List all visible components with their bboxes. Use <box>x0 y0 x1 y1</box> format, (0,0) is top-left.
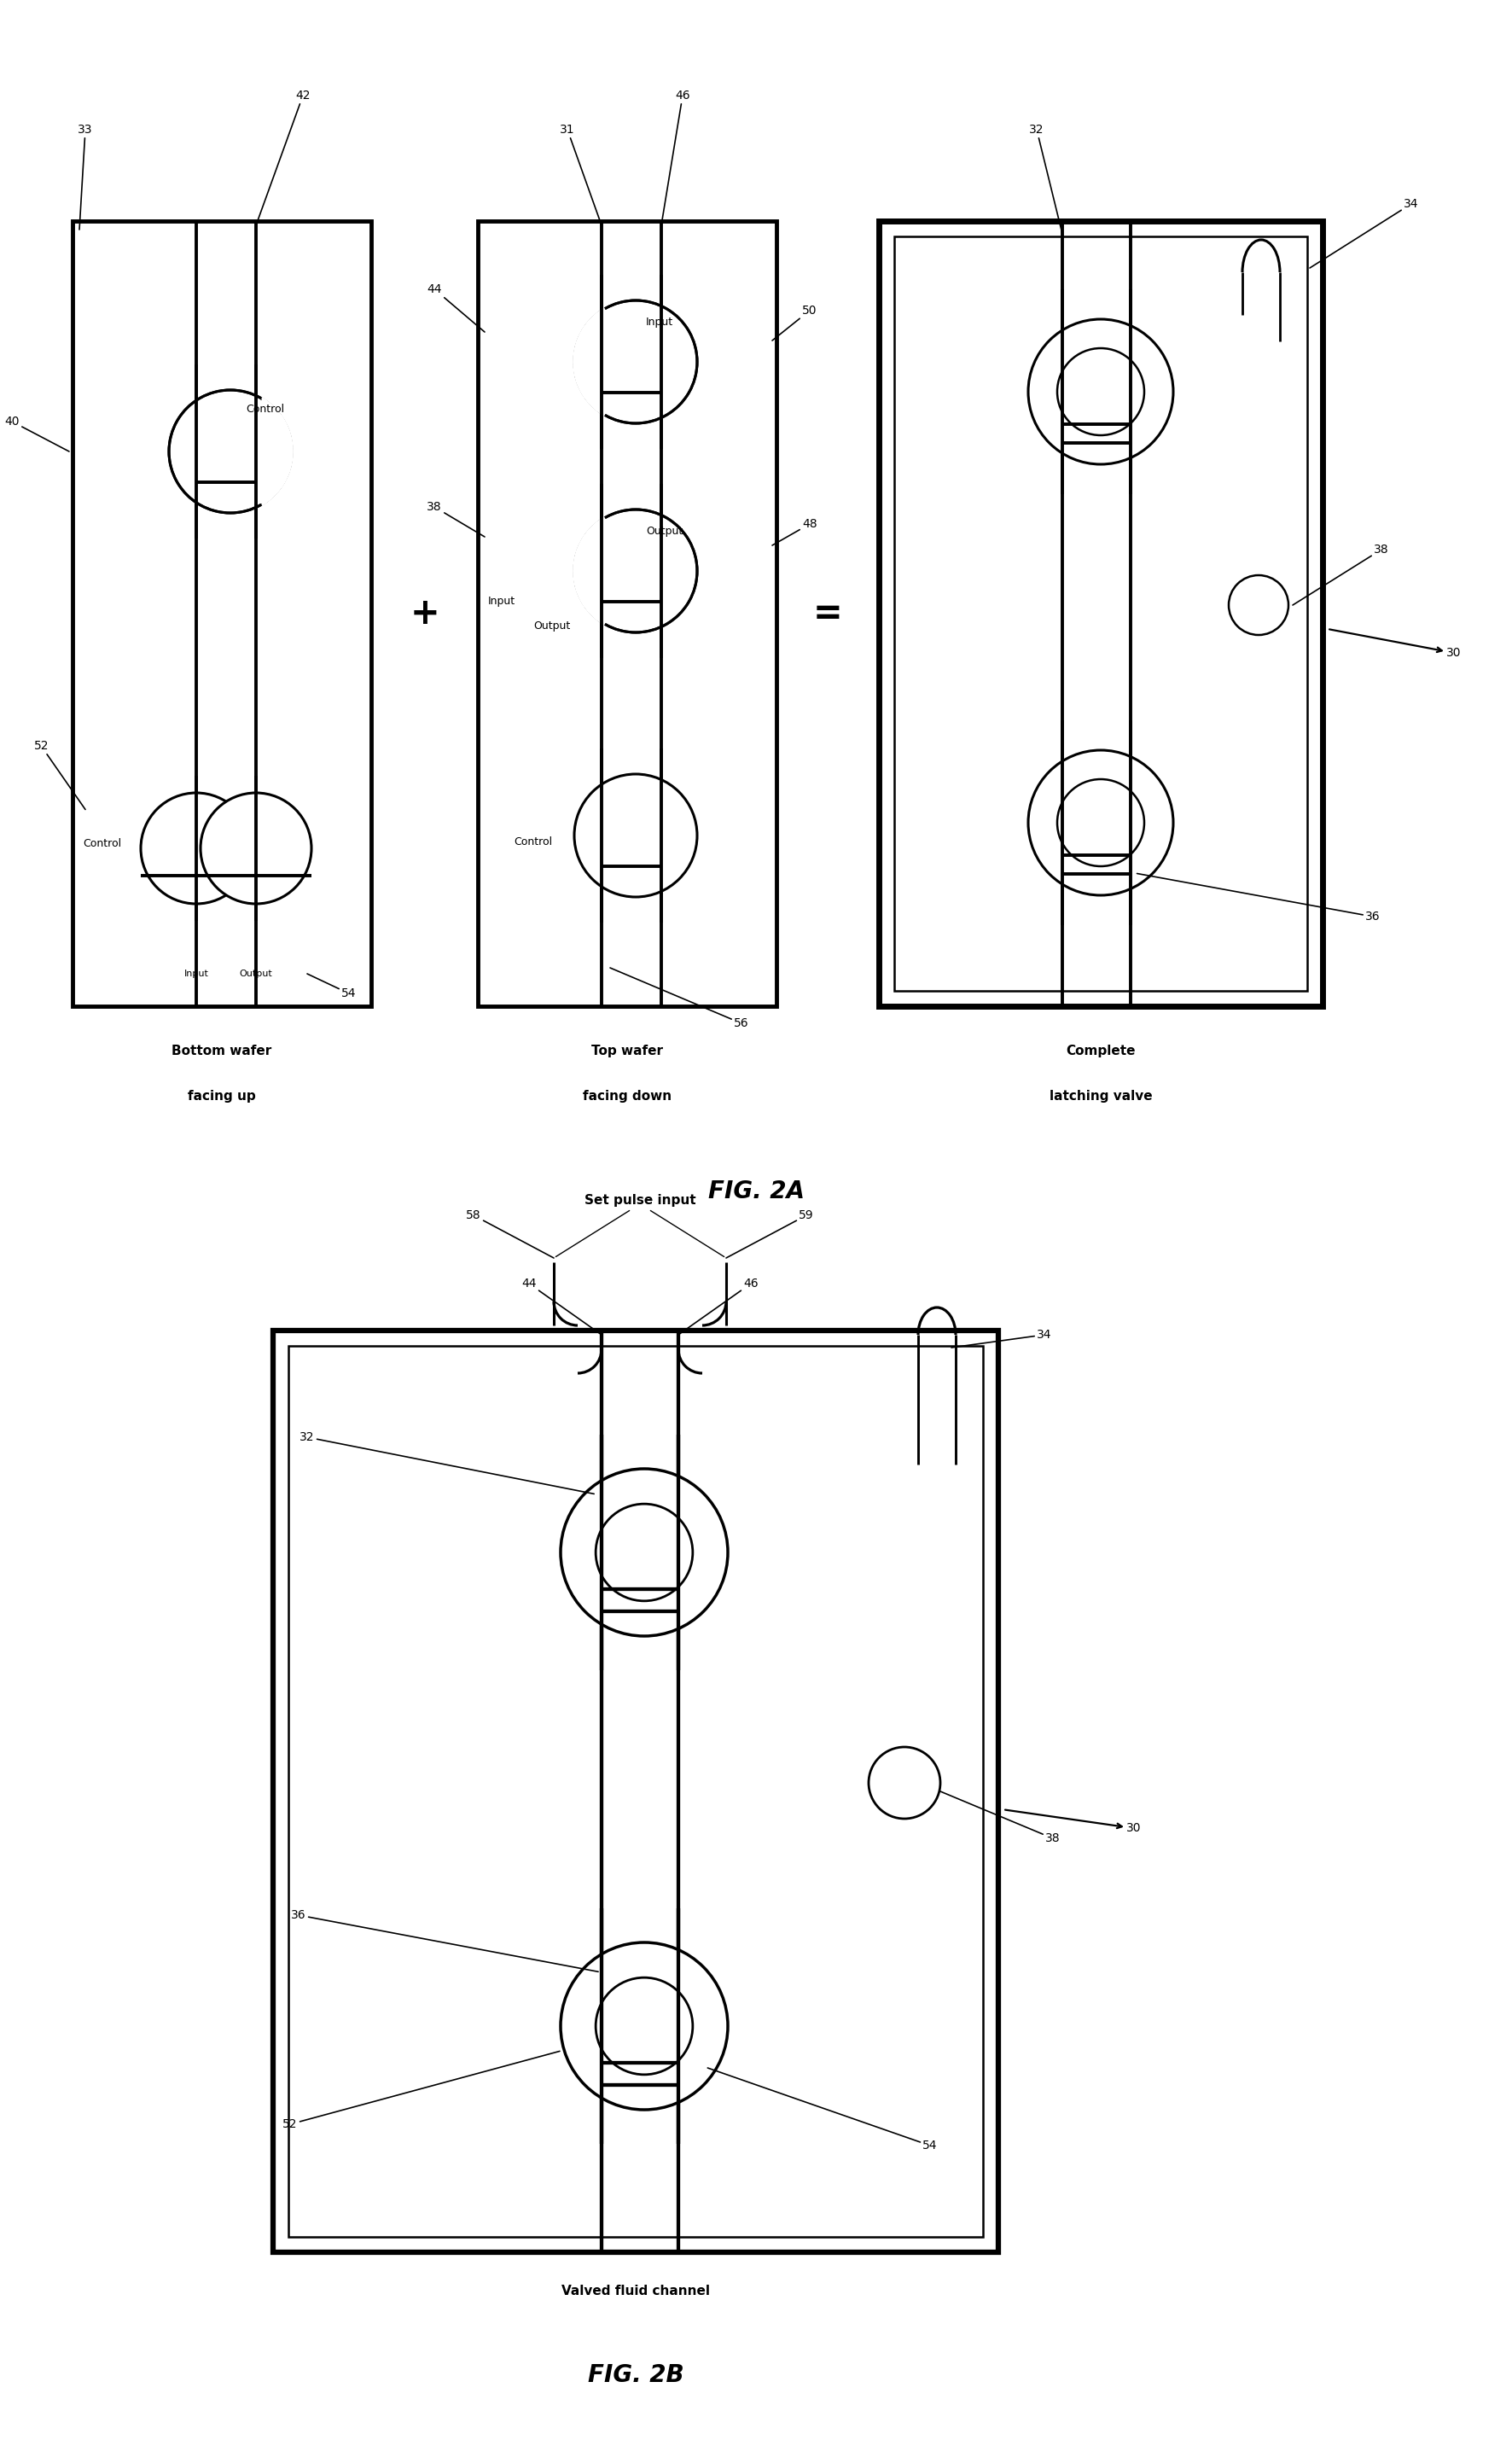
Circle shape <box>1229 576 1288 634</box>
Circle shape <box>575 773 697 898</box>
Text: Valved fluid channel: Valved fluid channel <box>561 2284 711 2298</box>
Text: Output: Output <box>534 620 570 632</box>
Circle shape <box>561 1942 727 2111</box>
Text: facing down: facing down <box>582 1091 671 1103</box>
Text: Bottom wafer: Bottom wafer <box>172 1044 272 1057</box>
Bar <box>73 222 370 1005</box>
Text: 31: 31 <box>559 124 602 224</box>
Text: 32: 32 <box>1030 124 1063 234</box>
Text: 54: 54 <box>307 974 357 1000</box>
Text: Output: Output <box>646 527 683 537</box>
Circle shape <box>169 390 292 512</box>
Text: facing up: facing up <box>187 1091 256 1103</box>
Bar <box>894 237 1308 991</box>
Text: 30: 30 <box>1005 1810 1142 1835</box>
Text: 44: 44 <box>522 1279 602 1335</box>
Text: FIG. 2B: FIG. 2B <box>588 2364 683 2386</box>
Text: latching valve: latching valve <box>1049 1091 1152 1103</box>
Text: 38: 38 <box>426 500 485 537</box>
Bar <box>289 1347 983 2237</box>
Text: 59: 59 <box>726 1210 813 1259</box>
Text: 38: 38 <box>940 1791 1060 1845</box>
Text: 50: 50 <box>773 305 816 342</box>
Text: Control: Control <box>246 403 284 415</box>
Text: 40: 40 <box>5 415 70 451</box>
Text: +: + <box>410 595 440 632</box>
Circle shape <box>596 1976 692 2074</box>
Text: 32: 32 <box>299 1432 594 1493</box>
Text: 56: 56 <box>609 969 748 1030</box>
Text: Control: Control <box>514 837 552 847</box>
Text: Input: Input <box>646 317 673 327</box>
Text: Set pulse input: Set pulse input <box>584 1193 696 1208</box>
Text: 34: 34 <box>1309 198 1418 268</box>
Circle shape <box>596 1503 692 1601</box>
Bar <box>878 222 1323 1005</box>
Text: 54: 54 <box>708 2067 937 2152</box>
Text: 52: 52 <box>33 739 85 810</box>
Text: 58: 58 <box>466 1210 553 1259</box>
Text: FIG. 2A: FIG. 2A <box>708 1179 804 1203</box>
Circle shape <box>1028 749 1173 895</box>
Circle shape <box>868 1747 940 1818</box>
Circle shape <box>1028 320 1173 464</box>
Text: 46: 46 <box>679 1279 759 1335</box>
Text: 34: 34 <box>951 1330 1052 1347</box>
Text: 52: 52 <box>283 2052 559 2130</box>
Text: Input: Input <box>184 969 209 978</box>
Text: Input: Input <box>488 595 516 608</box>
Text: 48: 48 <box>773 517 816 547</box>
Text: 36: 36 <box>1137 874 1380 922</box>
Text: Control: Control <box>83 839 121 849</box>
Circle shape <box>201 793 311 903</box>
Bar <box>478 222 777 1005</box>
Circle shape <box>141 793 251 903</box>
Text: 30: 30 <box>1329 630 1461 659</box>
Circle shape <box>575 510 697 632</box>
Bar <box>274 1330 998 2252</box>
Text: 46: 46 <box>661 90 689 224</box>
Circle shape <box>1057 349 1145 434</box>
Text: Output: Output <box>239 969 272 978</box>
Text: 33: 33 <box>77 124 92 229</box>
Text: 44: 44 <box>426 283 485 332</box>
Text: 38: 38 <box>1293 544 1390 605</box>
Text: 42: 42 <box>256 90 310 224</box>
Text: Top wafer: Top wafer <box>591 1044 662 1057</box>
Circle shape <box>575 300 697 422</box>
Text: =: = <box>813 595 842 632</box>
Circle shape <box>1057 778 1145 866</box>
Circle shape <box>561 1469 727 1637</box>
Text: Complete: Complete <box>1066 1044 1136 1057</box>
Text: 36: 36 <box>292 1908 599 1972</box>
